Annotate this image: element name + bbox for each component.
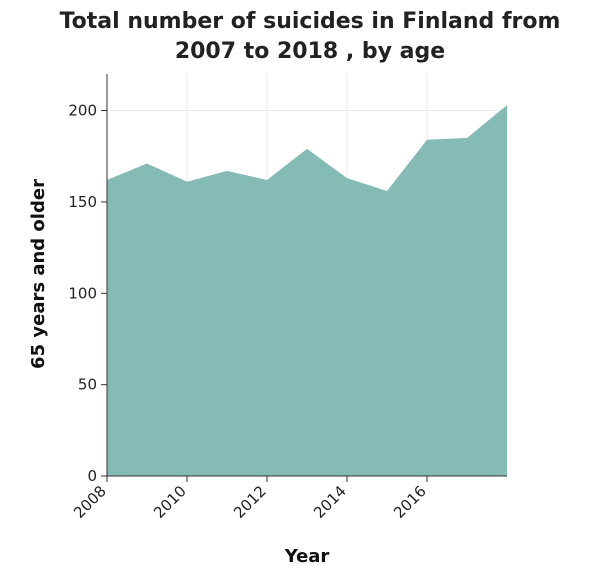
x-tick-label: 2008 (70, 482, 110, 522)
x-tick-labels: 2008 2010 2012 2014 2016 (70, 476, 430, 522)
axes (106, 74, 507, 477)
y-tick-label: 100 (68, 284, 97, 302)
x-tick-label: 2014 (310, 482, 350, 522)
chart-title-line-1: Total number of suicides in Finland from (60, 9, 561, 34)
y-tick-label: 50 (78, 376, 97, 394)
x-tick-label: 2010 (150, 482, 190, 522)
x-axis-label: Year (284, 546, 330, 567)
area-series (107, 105, 507, 477)
y-tick-labels: 0 50 100 150 200 (68, 102, 107, 485)
x-tick-label: 2012 (230, 482, 270, 522)
x-tick-label: 2016 (390, 482, 430, 522)
y-tick-label: 200 (68, 102, 97, 120)
y-axis-label: 65 years and older (28, 179, 49, 369)
area-layer (106, 105, 508, 477)
y-tick-label: 150 (68, 193, 97, 211)
y-tick-label: 0 (87, 467, 97, 485)
chart-title-line-2: 2007 to 2018 , by age (175, 39, 445, 64)
